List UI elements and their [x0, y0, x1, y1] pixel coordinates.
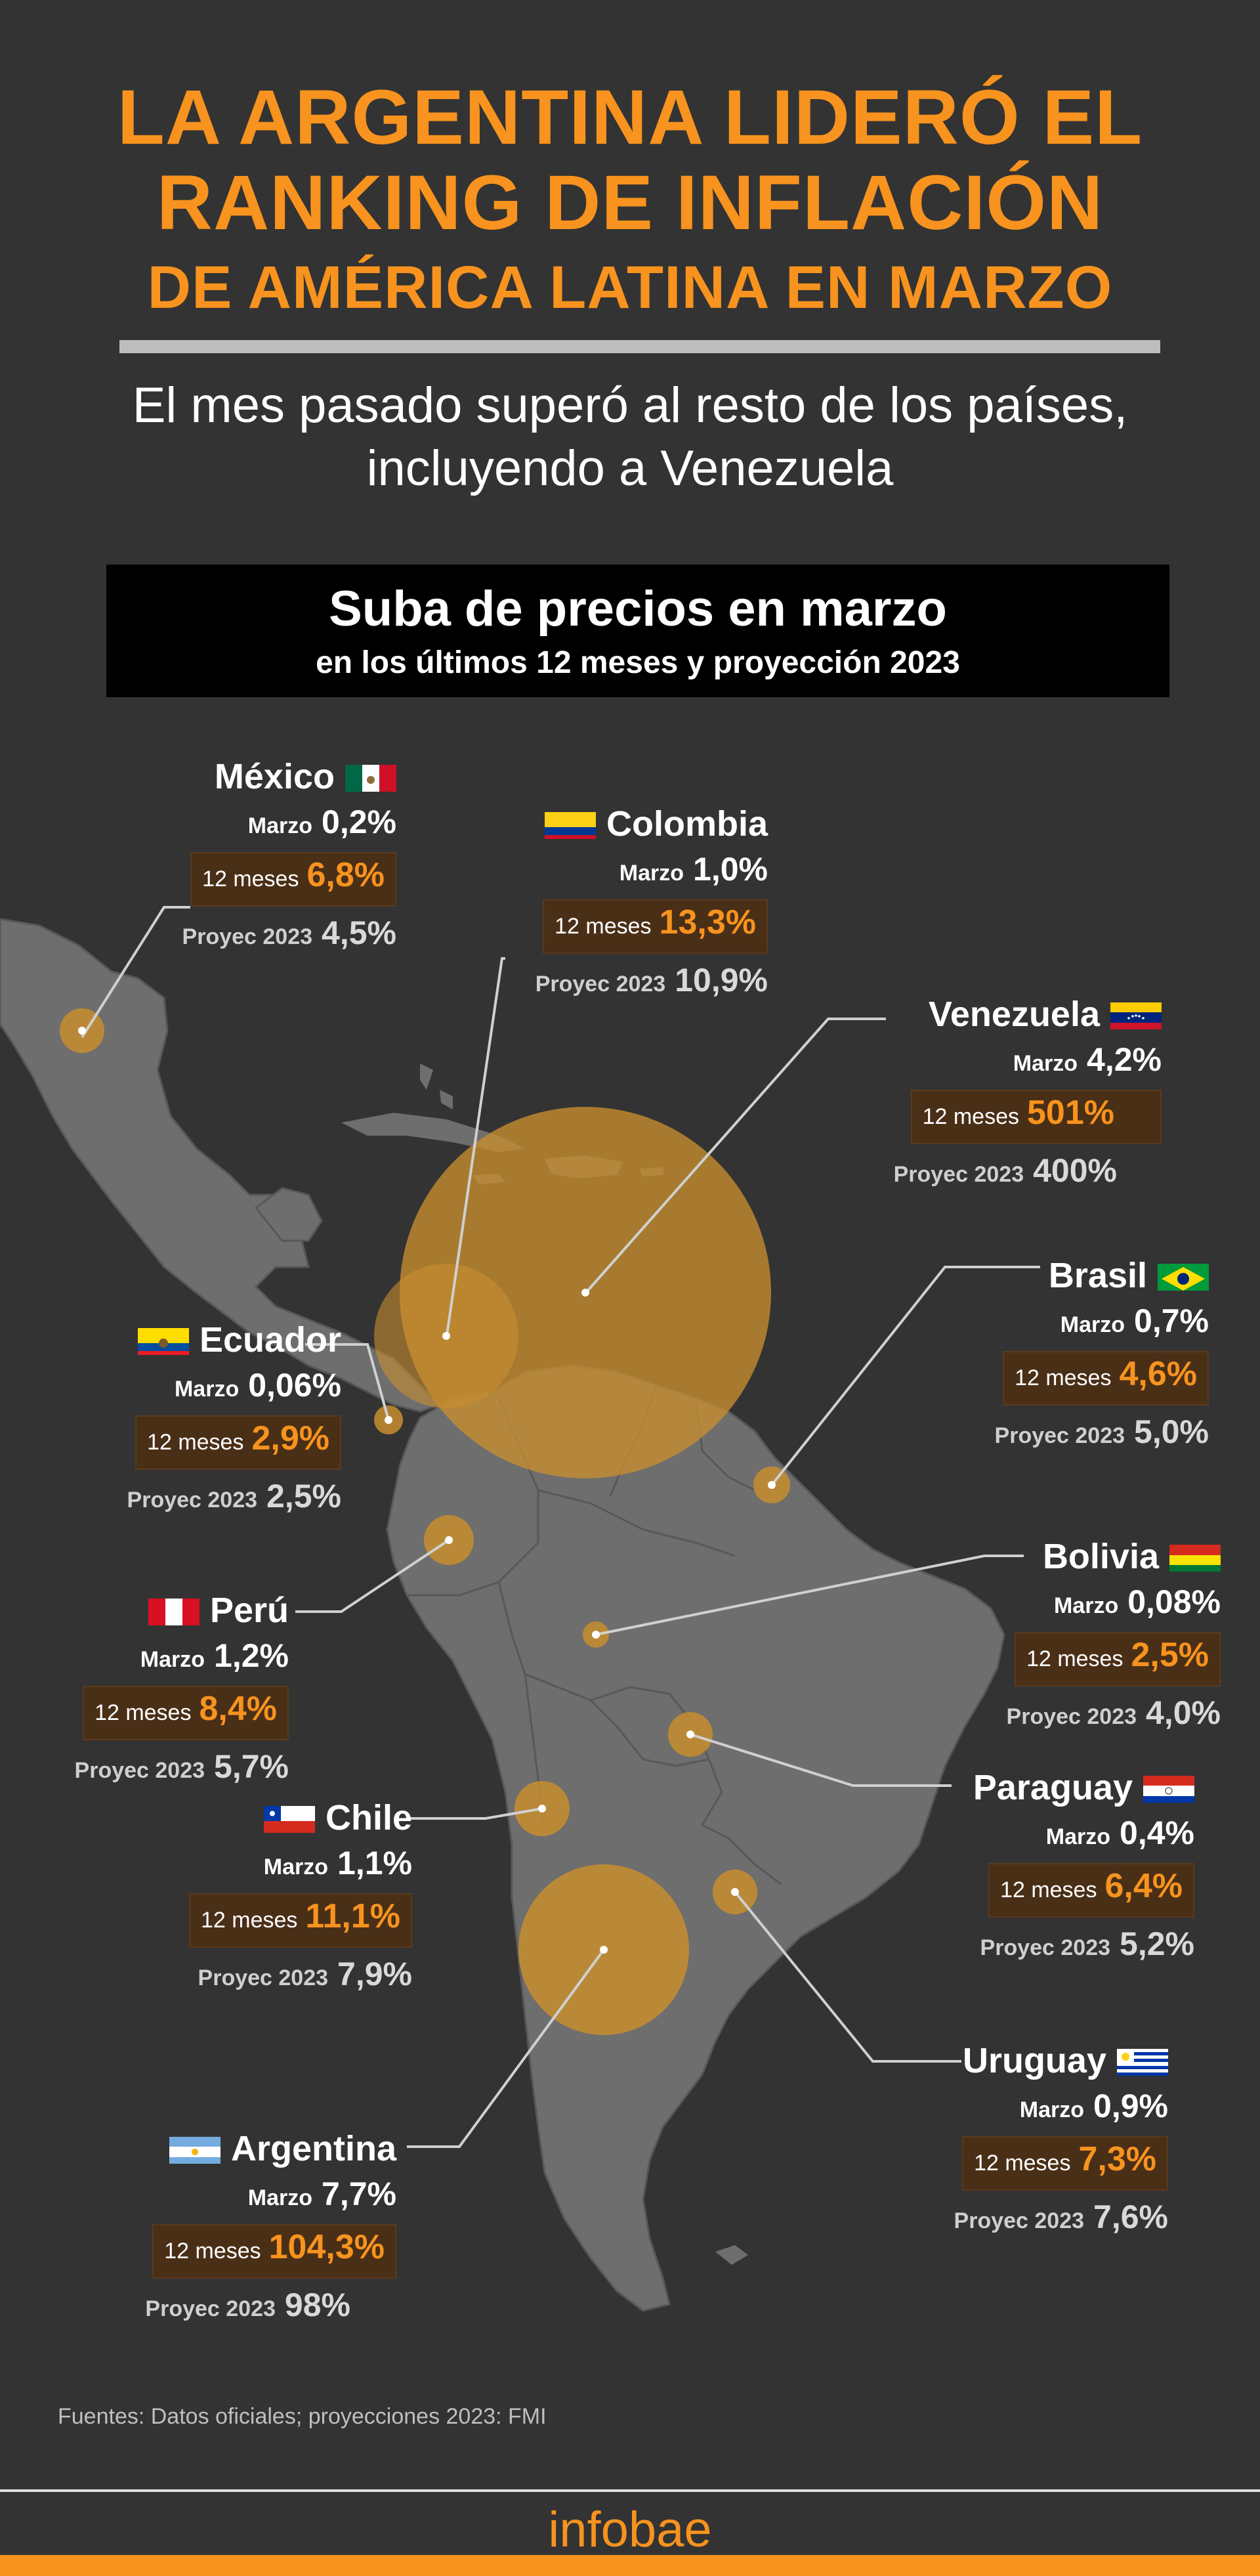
proyec-row: Proyec 2023 5,7% [74, 1748, 289, 1785]
leader-uruguay [734, 1891, 961, 2063]
proyec-row: Proyec 2023 5,0% [994, 1413, 1209, 1450]
proyec-row: Proyec 2023 4,5% [182, 914, 396, 951]
country-name: Chile [71, 1796, 412, 1839]
headline-line-3: DE AMÉRICA LATINA EN MARZO [147, 254, 1113, 321]
proyec-row: Proyec 2023 7,6% [954, 2199, 1168, 2235]
doce-meses-box: 12 meses 2,9% [135, 1415, 341, 1470]
doce-meses-box: 12 meses 104,3% [152, 2224, 396, 2279]
leader-dots [78, 1027, 776, 1954]
paraguay-flag-icon [1143, 1772, 1194, 1803]
leader-mexico [81, 906, 190, 1039]
marzo-row: Marzo 1,0% [619, 851, 768, 888]
subtitle-line-2: incluyendo a Venezuela [366, 440, 894, 496]
leader-chile [407, 1807, 543, 1820]
leader-peru [295, 1539, 450, 1613]
chart-subtitle: en los últimos 12 meses y proyección 202… [316, 645, 960, 680]
marzo-row: Marzo 0,4% [1045, 1814, 1194, 1851]
doce-meses-box: 12 meses 4,6% [1003, 1351, 1209, 1406]
country-name: Ecuador [0, 1318, 341, 1362]
doce-meses-box: 12 meses 8,4% [83, 1686, 289, 1740]
card-chile: Chile Marzo 1,1% 12 meses 11,1% Proyec 202… [71, 1796, 412, 1999]
chart-header: Suba de precios en marzo en los últimos … [106, 565, 1169, 697]
ecuador-flag-icon [137, 1325, 189, 1355]
leader-bolivia [595, 1555, 1024, 1636]
colombia-flag-icon [544, 809, 596, 839]
card-paraguay: Paraguay Marzo 0,4% 12 meses 6,4% Proyec 2… [853, 1766, 1194, 1969]
proyec-row: Proyec 2023 98% [145, 2286, 350, 2323]
proyec-row: Proyec 2023 4,0% [1006, 1694, 1221, 1731]
map [0, 899, 1260, 2376]
country-name: México [55, 755, 396, 798]
leader-brasil [770, 1266, 1040, 1486]
uruguay-flag-icon [1117, 2046, 1168, 2076]
card-bolivia: Bolivia Marzo 0,08% 12 meses 2,5% Proyec 2… [879, 1535, 1221, 1738]
marzo-row: Marzo 1,1% [263, 1845, 412, 1881]
country-name: Paraguay [853, 1766, 1194, 1809]
venezuela-flag-icon [1110, 999, 1162, 1029]
doce-meses-box: 12 meses 13,3% [543, 899, 768, 954]
subtitle: El mes pasado superó al resto de los paí… [0, 374, 1260, 500]
subtitle-line-1: El mes pasado superó al resto de los paí… [132, 377, 1128, 433]
marzo-row: Marzo 0,9% [1019, 2088, 1168, 2124]
country-name: Bolivia [879, 1535, 1221, 1578]
headline-line-1: LA ARGENTINA LIDERÓ EL [117, 74, 1143, 161]
card-ecuador: Ecuador Marzo 0,06% 12 meses 2,9% Proyec 2… [0, 1318, 341, 1521]
marzo-row: Marzo 0,08% [1053, 1583, 1221, 1620]
map-svg [0, 906, 1040, 2312]
marzo-row: Marzo 4,2% [1013, 1041, 1162, 1078]
land-yucatan [254, 1187, 323, 1242]
leader-ecuador [305, 1343, 390, 1421]
card-peru: Perú Marzo 1,2% 12 meses 8,4% Proyec 2023 5… [0, 1589, 289, 1792]
country-name: Brasil [868, 1254, 1209, 1297]
marzo-row: Marzo 1,2% [140, 1637, 289, 1674]
headline-line-2: RANKING DE INFLACIÓN [156, 160, 1104, 246]
leader-lines [81, 906, 1040, 2148]
land-bahamas [420, 1063, 453, 1109]
card-brasil: Brasil Marzo 0,7% 12 meses 4,6% Proyec 202… [868, 1254, 1209, 1457]
peru-flag-icon [148, 1595, 200, 1625]
marzo-row: Marzo 0,2% [247, 804, 396, 840]
footer-divider [0, 2489, 1260, 2492]
card-venezuela: Venezuela Marzo 4,2% 12 meses 501% Proyec … [820, 993, 1162, 1195]
country-name: Colombia [427, 802, 768, 846]
leader-paraguay [690, 1733, 952, 1787]
marzo-row: Marzo 7,7% [247, 2176, 396, 2212]
divider [119, 340, 1160, 353]
doce-meses-box: 12 meses 7,3% [962, 2136, 1168, 2191]
leader-argentina [407, 1948, 605, 2148]
doce-meses-box: 12 meses 11,1% [189, 1893, 412, 1948]
bolivia-flag-icon [1169, 1541, 1221, 1572]
card-uruguay: Uruguay Marzo 0,9% 12 meses 7,3% Proyec 20… [827, 2039, 1168, 2242]
doce-meses-box: 12 meses 501% [910, 1090, 1162, 1144]
chile-flag-icon [263, 1803, 315, 1833]
card-mexico: México Marzo 0,2% 12 meses 6,8% Proyec 202… [55, 755, 396, 958]
brasil-flag-icon [1158, 1260, 1209, 1291]
doce-meses-box: 12 meses 6,4% [988, 1863, 1194, 1918]
land-south-america [386, 1364, 1005, 2312]
doce-meses-box: 12 meses 6,8% [190, 852, 396, 907]
marzo-row: Marzo 0,06% [174, 1367, 341, 1404]
infobae-logo: infobae [548, 2502, 712, 2558]
card-argentina: Argentina Marzo 7,7% 12 meses 104,3% Proye… [55, 2127, 396, 2330]
proyec-row: Proyec 2023 2,5% [127, 1478, 341, 1514]
proyec-row: Proyec 2023 7,9% [198, 1956, 412, 1992]
card-colombia: Colombia Marzo 1,0% 12 meses 13,3% Proyec … [427, 802, 768, 1005]
leader-venezuela [584, 1018, 886, 1295]
leader-colombia [445, 957, 505, 1340]
source-note: Fuentes: Datos oficiales; proyecciones 2… [58, 2404, 547, 2429]
land-falklands [715, 2245, 748, 2265]
chart-title: Suba de precios en marzo [329, 581, 947, 637]
footer-bar [0, 2555, 1260, 2576]
country-name: Argentina [55, 2127, 396, 2170]
proyec-row: Proyec 2023 400% [893, 1152, 1117, 1189]
country-name: Venezuela [820, 993, 1162, 1036]
marzo-row: Marzo 0,7% [1060, 1302, 1209, 1339]
proyec-row: Proyec 2023 5,2% [980, 1925, 1194, 1962]
mexico-flag-icon [345, 762, 396, 792]
argentina-flag-icon [169, 2134, 220, 2164]
doce-meses-box: 12 meses 2,5% [1015, 1632, 1221, 1686]
proyec-row: Proyec 2023 10,9% [535, 962, 768, 998]
country-name: Perú [0, 1589, 289, 1632]
country-name: Uruguay [827, 2039, 1168, 2082]
